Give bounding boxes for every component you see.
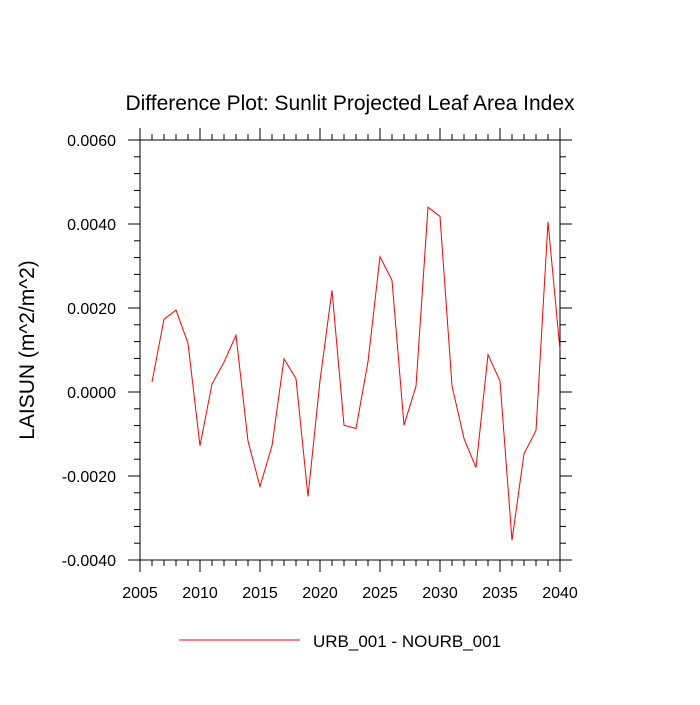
data-point: [151, 381, 152, 382]
x-tick-label: 2020: [302, 585, 338, 602]
series-line: [151, 206, 561, 541]
y-tick-label: -0.0040: [62, 553, 116, 570]
x-tick-label: 2025: [362, 585, 398, 602]
plot-frame: [139, 139, 561, 561]
data-point: [523, 453, 524, 454]
y-tick-label: 0.0060: [67, 133, 116, 150]
data-point: [331, 290, 332, 291]
data-point: [535, 430, 536, 431]
y-tick-label: 0.0040: [67, 217, 116, 234]
y-tick-label: 0.0000: [67, 385, 116, 402]
data-point: [259, 486, 260, 487]
data-point: [163, 319, 164, 320]
data-point: [511, 540, 512, 541]
data-point: [187, 343, 188, 344]
data-point: [475, 467, 476, 468]
x-tick-label: 2040: [542, 585, 578, 602]
data-point: [379, 256, 380, 257]
data-point: [547, 221, 548, 222]
data-point: [319, 380, 320, 381]
data-point: [343, 425, 344, 426]
data-point: [415, 386, 416, 387]
data-point: [211, 383, 212, 384]
x-tick-label: 2010: [182, 585, 218, 602]
data-point: [427, 207, 428, 208]
data-point: [199, 445, 200, 446]
data-point: [355, 428, 356, 429]
data-point: [307, 496, 308, 497]
data-point: [271, 445, 272, 446]
legend-label: URB_001 - NOURB_001: [313, 632, 501, 651]
data-point: [367, 361, 368, 362]
data-point: [295, 378, 296, 379]
chart-title: Difference Plot: Sunlit Projected Leaf A…: [125, 92, 575, 115]
x-tick-label: 2030: [422, 585, 458, 602]
data-point: [499, 380, 500, 381]
data-point: [175, 310, 176, 311]
data-point: [391, 280, 392, 281]
y-tick-label: -0.0020: [62, 469, 116, 486]
data-point: [439, 216, 440, 217]
data-point: [235, 335, 236, 336]
x-tick-label: 2005: [122, 585, 158, 602]
x-tick-label: 2035: [482, 585, 518, 602]
data-point: [223, 362, 224, 363]
data-point: [463, 438, 464, 439]
data-point: [487, 354, 488, 355]
data-point: [403, 425, 404, 426]
data-point: [451, 385, 452, 386]
legend: URB_001 - NOURB_001: [179, 632, 501, 651]
data-point: [247, 441, 248, 442]
x-tick-label: 2015: [242, 585, 278, 602]
plot-area: 2005 2010 2015 2020 2025 2030 2035 2040 -0.0040 -…: [62, 128, 578, 602]
y-tick-label: 0.0020: [67, 301, 116, 318]
y-axis-label: LAISUN (m^2/m^2): [16, 260, 39, 440]
data-point: [283, 358, 284, 359]
data-point: [559, 349, 560, 350]
